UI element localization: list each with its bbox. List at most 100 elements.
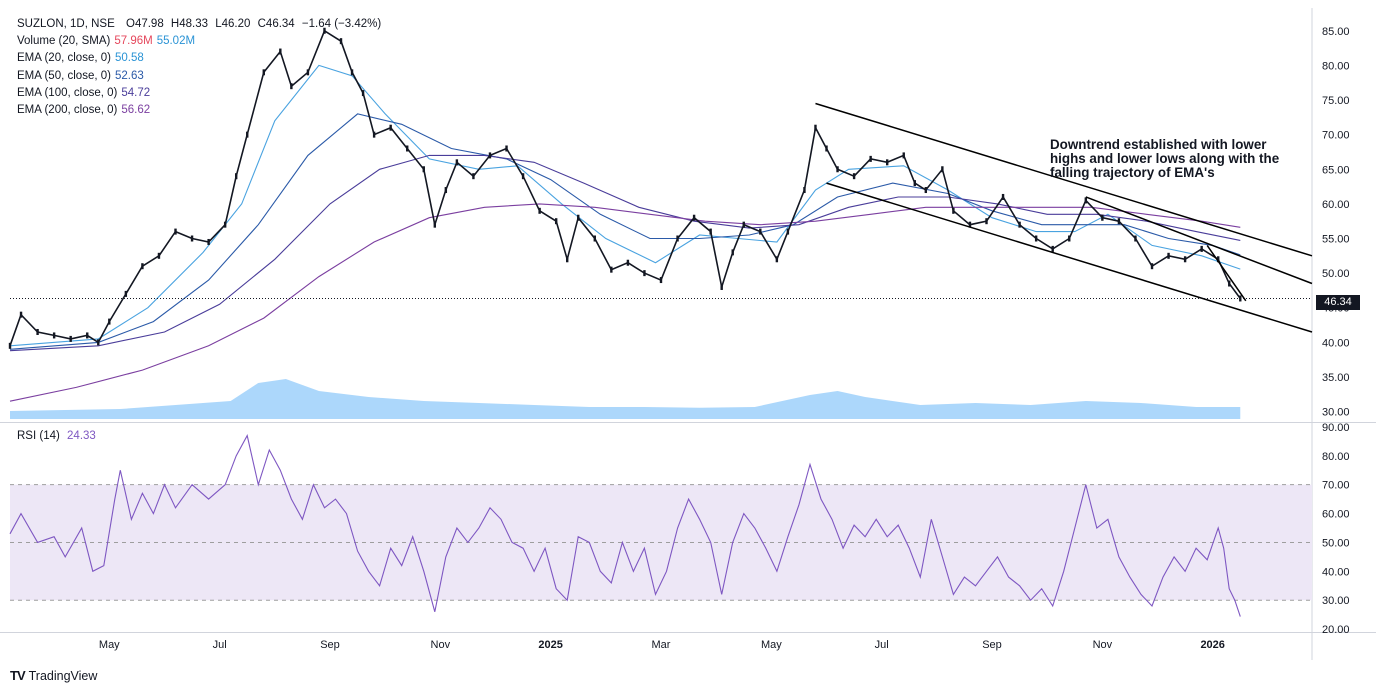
price-candle <box>389 124 392 131</box>
price-candle <box>538 207 541 214</box>
price-candle <box>52 332 56 339</box>
price-candle <box>759 228 762 235</box>
ohlc-high: H48.33 <box>170 18 209 30</box>
price-candle <box>742 221 745 228</box>
price-candle <box>1051 245 1054 252</box>
ema50-line <box>9 113 1241 350</box>
ema100-line <box>9 154 1241 352</box>
price-candle <box>521 173 525 180</box>
tradingview-brand-name: TradingView <box>28 668 98 683</box>
price-candle <box>444 187 448 194</box>
price-candle <box>803 187 806 194</box>
price-candle <box>372 131 376 138</box>
price-candle <box>157 252 161 259</box>
price-candle <box>1167 252 1170 259</box>
tradingview-logo-icon: TV <box>10 668 26 683</box>
indicator-volume[interactable]: Volume (20, SMA) 57.96M 55.02M <box>17 33 381 50</box>
price-candle <box>279 48 282 55</box>
indicator-ema50[interactable]: EMA (50, close, 0) 52.63 <box>17 68 381 85</box>
price-candle <box>207 238 210 245</box>
indicator-value: 52.63 <box>114 69 144 82</box>
indicator-value: 50.58 <box>114 52 144 65</box>
indicator-ema100[interactable]: EMA (100, close, 0) 54.72 <box>17 85 381 102</box>
price-candle <box>1068 235 1071 242</box>
rsi-tick-label: 60.00 <box>1322 509 1350 521</box>
price-candle <box>8 342 12 349</box>
price-candle <box>610 266 613 273</box>
price-tick-label: 60.00 <box>1322 199 1350 211</box>
price-candle <box>422 166 425 173</box>
price-candle <box>692 214 696 221</box>
ema20-line <box>9 64 1241 347</box>
price-candle <box>869 155 872 162</box>
ohlc-open: O47.98 <box>125 18 164 30</box>
rsi-tick-label: 20.00 <box>1322 624 1350 636</box>
ema200-line <box>9 203 1241 402</box>
price-change: −1.64 (−3.42%) <box>301 18 382 30</box>
price-candle <box>174 228 177 235</box>
annotation-line: Downtrend established with lower <box>1050 137 1267 152</box>
trendline <box>1206 244 1247 302</box>
price-candle <box>97 339 100 346</box>
price-candle <box>554 218 558 225</box>
rsi-value: 24.33 <box>67 430 96 442</box>
price-candle <box>659 277 663 284</box>
price-line <box>9 29 1241 347</box>
rsi-tick-label: 90.00 <box>1322 422 1350 434</box>
indicator-legend: SUZLON, 1D, NSE O47.98 H48.33 L46.20 C46… <box>17 16 381 119</box>
trendline <box>1085 196 1313 285</box>
price-candle <box>1084 197 1088 204</box>
price-candle <box>924 187 928 194</box>
price-tick-label: 75.00 <box>1322 95 1350 107</box>
rsi-tick-label: 80.00 <box>1322 451 1350 463</box>
ohlc-close: C46.34 <box>257 18 295 30</box>
indicator-label: EMA (50, close, 0) <box>17 69 111 82</box>
tradingview-logo[interactable]: TV TradingView <box>10 668 97 683</box>
price-tick-label: 35.00 <box>1322 372 1350 384</box>
indicator-label: EMA (200, close, 0) <box>17 104 118 117</box>
indicator-ema200[interactable]: EMA (200, close, 0) 56.62 <box>17 102 381 119</box>
price-candle <box>290 83 293 90</box>
price-candle <box>361 90 365 97</box>
indicator-value: 55.02M <box>156 35 196 48</box>
rsi-tick-label: 70.00 <box>1322 480 1350 492</box>
price-candle <box>223 221 227 228</box>
price-candle <box>731 249 734 256</box>
indicator-label: EMA (100, close, 0) <box>17 86 118 99</box>
price-candle <box>775 256 779 263</box>
price-candle <box>1217 256 1220 263</box>
indicator-value: 56.62 <box>121 104 151 117</box>
rsi-line <box>9 434 1241 617</box>
price-candle <box>952 207 955 214</box>
price-candle <box>852 173 856 180</box>
indicator-ema20[interactable]: EMA (20, close, 0) 50.58 <box>17 50 381 67</box>
price-candle <box>124 290 128 297</box>
indicator-label: EMA (20, close, 0) <box>17 52 111 65</box>
price-candle <box>786 228 790 235</box>
price-candle <box>246 131 249 138</box>
price-candle <box>593 235 596 242</box>
price-tick-label: 65.00 <box>1322 164 1350 176</box>
price-candle <box>814 124 817 131</box>
price-candle <box>472 173 475 180</box>
price-tick-label: 40.00 <box>1322 337 1350 349</box>
price-candle <box>941 166 944 173</box>
annotation-line: highs and lower lows along with the <box>1050 151 1280 167</box>
price-tick-label: 50.00 <box>1322 268 1350 280</box>
time-tick-label: Nov <box>1093 639 1113 651</box>
price-candle <box>306 69 310 76</box>
rsi-legend[interactable]: RSI (14) 24.33 <box>17 430 96 442</box>
price-candle <box>455 159 459 166</box>
price-candle <box>643 270 646 277</box>
rsi-tick-label: 30.00 <box>1322 595 1350 607</box>
price-candle <box>234 173 238 180</box>
volume-area <box>10 379 1241 419</box>
price-candle <box>885 159 889 166</box>
price-tick-label: 80.00 <box>1322 60 1350 72</box>
price-candle <box>488 152 492 159</box>
price-tick-label: 70.00 <box>1322 130 1350 142</box>
chart-annotation: Downtrend established with lower highs a… <box>1050 137 1310 181</box>
price-candle <box>825 145 828 152</box>
symbol-label[interactable]: SUZLON, 1D, NSE <box>17 18 115 30</box>
trendline <box>826 182 1313 333</box>
